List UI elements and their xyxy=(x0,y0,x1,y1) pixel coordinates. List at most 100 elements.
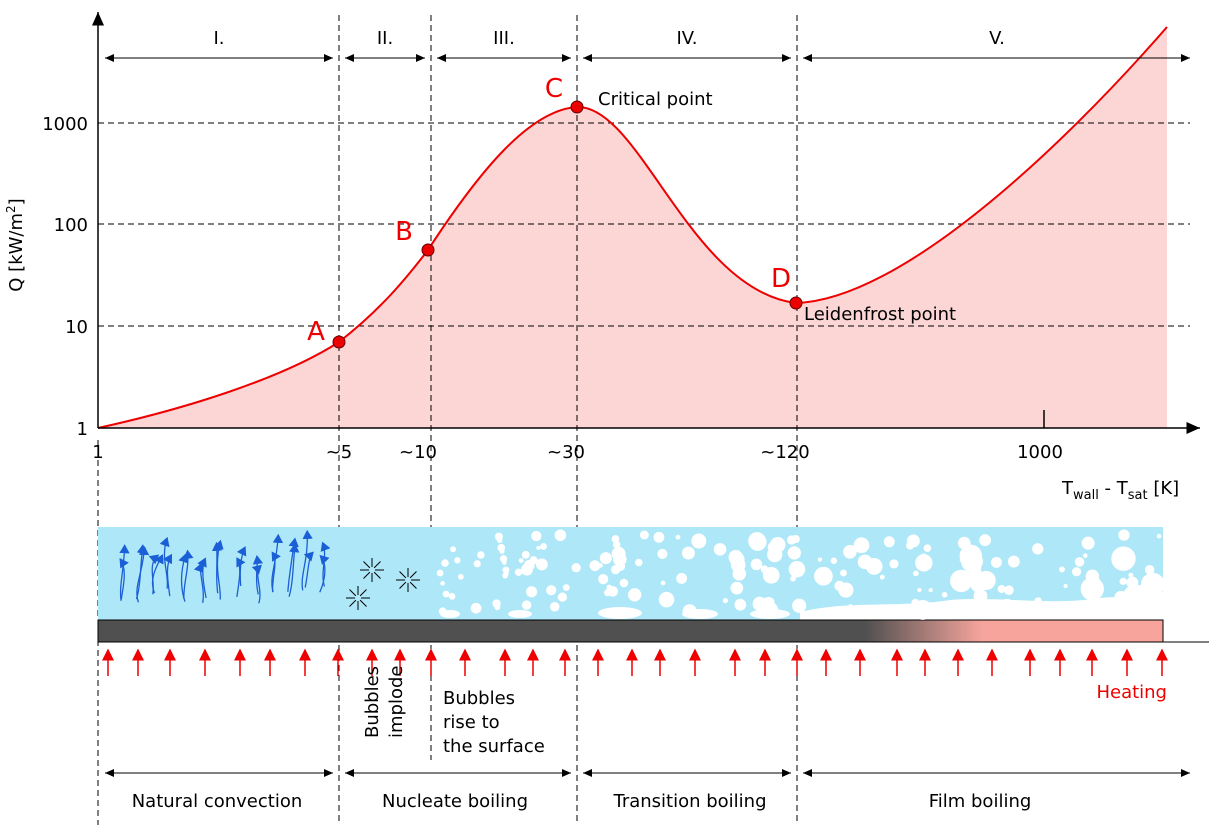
bubble xyxy=(437,570,444,577)
bubble xyxy=(471,603,482,614)
bubble xyxy=(1132,600,1141,609)
bubble xyxy=(563,584,570,591)
point xyxy=(333,336,345,348)
rise-label: the surface xyxy=(443,736,545,757)
bubble xyxy=(550,602,559,611)
bubble xyxy=(526,586,537,597)
region-label: III. xyxy=(493,28,515,49)
point-note: Critical point xyxy=(598,89,713,110)
bubble xyxy=(1157,534,1162,539)
bubble xyxy=(449,593,456,600)
point xyxy=(571,101,583,113)
bubble xyxy=(929,588,933,592)
bubble xyxy=(748,532,766,550)
bubble xyxy=(620,579,629,588)
y-tick-label: 1 xyxy=(77,419,88,440)
bubble xyxy=(1082,537,1095,550)
bubble xyxy=(979,534,991,546)
regime-label: Natural convection xyxy=(132,791,303,812)
bubble xyxy=(508,610,532,618)
bubble xyxy=(1120,578,1127,585)
bubble xyxy=(558,592,567,601)
bubble xyxy=(814,567,833,586)
heating-label: Heating xyxy=(1096,682,1167,703)
bubble xyxy=(454,557,460,563)
boiling-diagram: Q [kW/m2] Twall - Tsat [K] ABCD 11010010… xyxy=(0,0,1209,825)
boiling-illustration xyxy=(98,527,1209,676)
bubble xyxy=(522,600,531,609)
x-label: Twall - Tsat [K] xyxy=(1061,478,1179,503)
x-tick-label: ~5 xyxy=(326,442,353,463)
x-tick-label: 1 xyxy=(92,442,103,463)
x-tick-label: ~120 xyxy=(760,442,809,463)
bubble xyxy=(1072,603,1084,615)
bubble xyxy=(598,574,608,584)
bubble xyxy=(494,604,500,610)
bubble xyxy=(974,589,988,603)
bubble xyxy=(917,588,921,592)
bubble xyxy=(843,545,857,559)
region-label: II. xyxy=(377,28,393,49)
bubble xyxy=(753,597,767,611)
bubble xyxy=(1118,529,1129,540)
point-label: A xyxy=(307,317,325,347)
bubble xyxy=(657,549,667,559)
bubble xyxy=(502,560,507,565)
bubble xyxy=(613,552,627,566)
bubble xyxy=(497,538,502,543)
bubble xyxy=(787,535,796,544)
bubble xyxy=(661,581,666,586)
bubble xyxy=(676,573,687,584)
bubble xyxy=(682,609,718,619)
bubble xyxy=(1083,553,1088,558)
bubble xyxy=(682,547,695,560)
bubble xyxy=(906,542,914,550)
bubble xyxy=(555,529,567,541)
bubble xyxy=(529,556,537,564)
point xyxy=(790,297,802,309)
bubble xyxy=(440,610,460,618)
bubble xyxy=(924,544,932,552)
point-label: C xyxy=(545,74,563,104)
bubble xyxy=(840,570,847,577)
regime-label: Film boiling xyxy=(929,791,1032,812)
bubble xyxy=(608,586,619,597)
bubble xyxy=(998,585,1006,593)
bubble xyxy=(536,559,548,571)
point xyxy=(422,244,434,256)
bubble xyxy=(731,558,746,573)
bubble xyxy=(522,551,530,559)
bubble xyxy=(515,569,522,576)
y-tick-label: 1000 xyxy=(42,114,88,135)
bubble xyxy=(1032,543,1043,554)
bubble xyxy=(1072,567,1081,576)
bubble xyxy=(858,555,872,569)
bubble xyxy=(714,543,727,556)
bubble xyxy=(769,600,775,606)
implode-label: implode xyxy=(386,666,407,738)
bubble xyxy=(877,562,882,567)
point-label: D xyxy=(771,264,791,294)
bubble xyxy=(635,559,643,567)
bubble xyxy=(818,557,822,561)
bubble xyxy=(599,563,603,567)
bubble xyxy=(915,554,932,571)
bubble xyxy=(676,535,681,540)
bubble xyxy=(640,530,649,539)
curve-fill xyxy=(98,27,1167,428)
bubble xyxy=(653,532,664,543)
bubble xyxy=(788,546,801,559)
bubble xyxy=(536,546,540,550)
bubble xyxy=(1035,597,1042,604)
bubble xyxy=(1111,546,1135,570)
bubble xyxy=(884,536,895,547)
bubble xyxy=(1145,590,1167,612)
bubble xyxy=(601,555,609,563)
bubble xyxy=(443,591,450,598)
region-label: I. xyxy=(213,28,224,49)
bubble xyxy=(792,599,806,613)
bubble xyxy=(474,560,481,567)
bubble xyxy=(723,598,728,603)
bubble xyxy=(913,570,919,576)
bubble xyxy=(976,601,989,614)
